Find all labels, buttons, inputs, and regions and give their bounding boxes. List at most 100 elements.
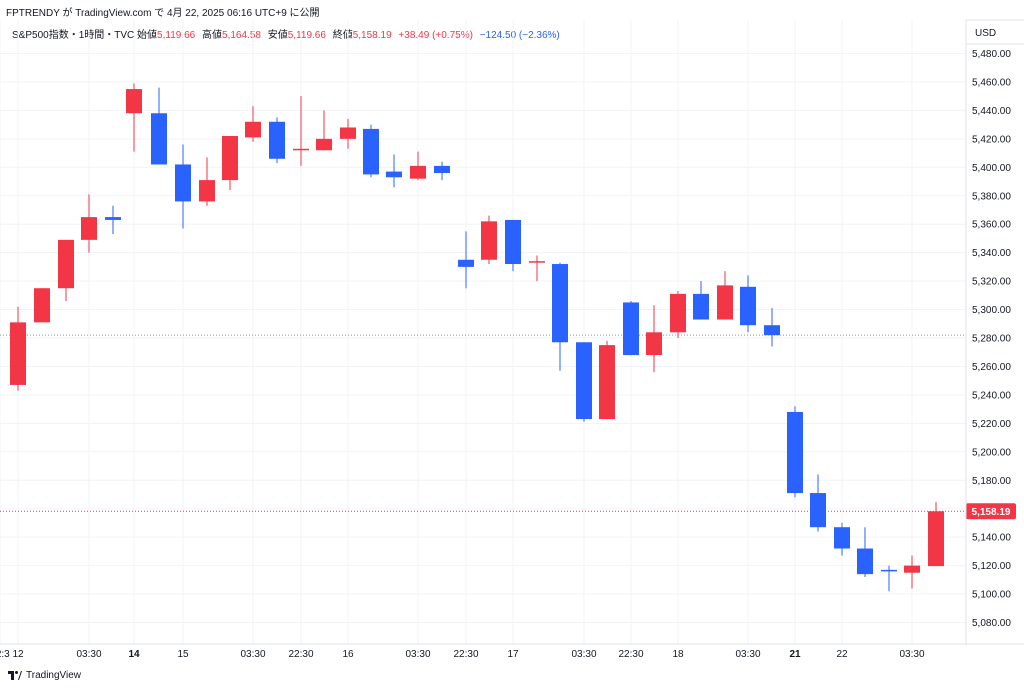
time-tick-label: 03:30 xyxy=(571,649,596,660)
time-tick-label: 03:30 xyxy=(405,649,430,660)
symbol-name[interactable]: S&P500指数・1時間・TVC xyxy=(12,30,135,41)
price-tick-label: 5,280.00 xyxy=(972,334,1011,345)
open-label: 始値 xyxy=(137,30,158,41)
open-value: 5,119.66 xyxy=(157,30,196,41)
candle-body xyxy=(386,171,402,178)
candle xyxy=(764,308,780,347)
candle-body xyxy=(458,259,474,267)
candle-body xyxy=(410,165,426,179)
time-tick-label: 03:30 xyxy=(240,649,265,660)
candle-body xyxy=(481,221,497,260)
candle-body xyxy=(293,148,309,151)
high-value: 5,164.58 xyxy=(222,30,261,41)
candle xyxy=(857,527,873,577)
candle xyxy=(34,288,50,323)
price-axis: 5,080.005,100.005,120.005,140.005,160.00… xyxy=(972,49,1011,629)
candle-body xyxy=(151,113,167,165)
candle xyxy=(646,305,662,373)
tradingview-logo-icon xyxy=(8,671,22,680)
price-tick-label: 5,460.00 xyxy=(972,77,1011,88)
close-value: 5,158.19 xyxy=(352,30,392,41)
low-value: 5,119.66 xyxy=(287,30,326,41)
time-tick-label: 16 xyxy=(342,649,354,660)
candle xyxy=(928,502,944,567)
candle xyxy=(693,281,709,320)
candle-body xyxy=(81,217,97,240)
candle-body xyxy=(928,511,944,567)
price-tick-label: 5,080.00 xyxy=(972,618,1011,629)
candle-body xyxy=(105,217,121,220)
candle-body xyxy=(623,302,639,356)
candle xyxy=(363,124,379,178)
time-tick-label: 12 xyxy=(12,649,24,660)
candle-body xyxy=(269,121,285,159)
time-tick-label: 22:3 xyxy=(0,649,10,660)
candle-body xyxy=(552,264,568,343)
candle xyxy=(126,83,142,152)
candle-body xyxy=(529,261,545,263)
candle-body xyxy=(363,128,379,175)
candle xyxy=(105,205,121,235)
candle xyxy=(293,96,309,166)
time-tick-label: 22:30 xyxy=(618,649,643,660)
change-value: +38.49 (+0.75%) xyxy=(398,30,473,41)
time-tick-label: 03:30 xyxy=(76,649,101,660)
candle-body xyxy=(58,239,74,289)
candle xyxy=(670,291,686,338)
candle xyxy=(151,87,167,165)
candle-body xyxy=(693,293,709,320)
candle xyxy=(434,161,450,181)
candle-body xyxy=(316,138,332,151)
candle xyxy=(505,219,521,272)
time-tick-label: 15 xyxy=(177,649,189,660)
candle xyxy=(58,239,74,302)
candle-body xyxy=(505,219,521,265)
candle-body xyxy=(904,565,920,573)
time-tick-label: 14 xyxy=(128,649,140,660)
candle xyxy=(410,151,426,181)
time-tick-label: 03:30 xyxy=(899,649,924,660)
candle xyxy=(740,275,756,333)
candle xyxy=(599,340,615,420)
price-tick-label: 5,300.00 xyxy=(972,305,1011,316)
price-tick-label: 5,400.00 xyxy=(972,163,1011,174)
candle xyxy=(904,555,920,589)
candle xyxy=(529,255,545,282)
candle xyxy=(481,215,497,265)
candle-body xyxy=(599,345,615,420)
price-tick-label: 5,440.00 xyxy=(972,106,1011,117)
symbol-legend: S&P500指数・1時間・TVC 始値5,119.66 高値5,164.58 安… xyxy=(12,26,564,41)
candle-body xyxy=(787,411,803,494)
reference-lines xyxy=(0,334,966,512)
price-tick-label: 5,220.00 xyxy=(972,419,1011,430)
candle-body xyxy=(717,285,733,320)
candle xyxy=(386,154,402,188)
candle xyxy=(245,106,261,142)
time-tick-label: 22:30 xyxy=(453,649,478,660)
candle-body xyxy=(10,322,26,385)
price-tick-label: 5,320.00 xyxy=(972,277,1011,288)
candle-body xyxy=(740,286,756,326)
candle-body xyxy=(881,569,897,572)
candle-body xyxy=(126,89,142,114)
candle xyxy=(199,157,215,206)
candle-body xyxy=(810,493,826,528)
price-tick-label: 5,260.00 xyxy=(972,362,1011,373)
candle xyxy=(717,271,733,320)
candle xyxy=(576,342,592,422)
price-tick-label: 5,340.00 xyxy=(972,248,1011,259)
candle-body xyxy=(175,164,191,202)
candle xyxy=(881,565,897,592)
candle xyxy=(458,231,474,289)
price-tick-label: 5,100.00 xyxy=(972,590,1011,601)
time-tick-label: 17 xyxy=(507,649,519,660)
last-price-tag xyxy=(966,503,1016,520)
price-tick-label: 5,140.00 xyxy=(972,533,1011,544)
price-tick-label: 5,200.00 xyxy=(972,447,1011,458)
price-tick-label: 5,360.00 xyxy=(972,220,1011,231)
price-tick-label: 5,240.00 xyxy=(972,390,1011,401)
candle xyxy=(10,306,26,391)
candle xyxy=(810,474,826,532)
candle xyxy=(175,144,191,229)
